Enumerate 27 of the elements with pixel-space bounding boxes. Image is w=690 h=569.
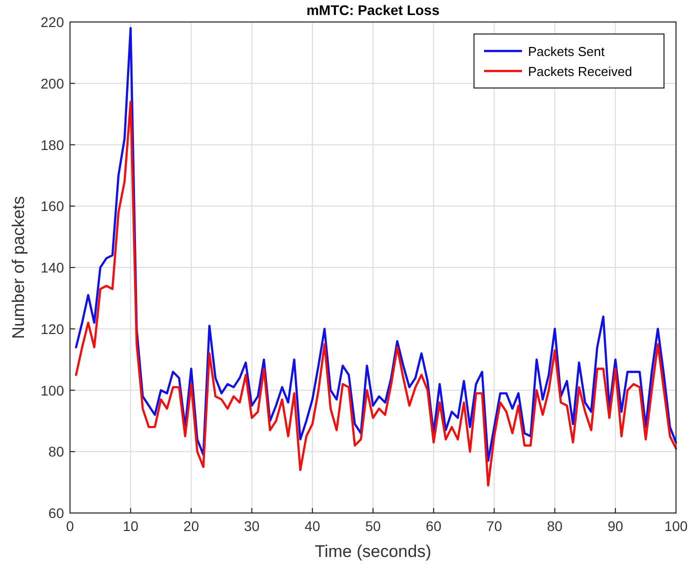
x-axis-title: Time (seconds): [314, 542, 432, 561]
x-tick-label: 20: [183, 518, 200, 534]
y-tick-label: 180: [40, 136, 64, 153]
y-tick-label: 140: [40, 260, 64, 276]
x-tick-label: 40: [304, 518, 320, 534]
y-tick-label: 200: [40, 75, 64, 92]
legend-label: Packets Sent: [528, 44, 605, 59]
x-tick-label: 60: [426, 518, 442, 534]
y-axis-title: Number of packets: [9, 196, 28, 339]
legend-label: Packets Received: [528, 64, 632, 79]
line-series: [74, 27, 678, 462]
y-tick-label: 160: [40, 198, 64, 214]
y-tick-label: 120: [40, 320, 64, 337]
y-tick-label: 100: [40, 382, 64, 398]
x-tick-label: 80: [547, 518, 563, 534]
y-tick-label: 80: [48, 444, 64, 460]
x-tick-label: 50: [365, 518, 381, 534]
x-tick-label: 70: [486, 518, 502, 534]
x-tick-label: 30: [244, 518, 260, 534]
y-tick-label: 220: [40, 14, 64, 30]
x-tick-label: 100: [664, 518, 688, 534]
x-tick-label: 0: [66, 518, 74, 534]
chart-title: mMTC: Packet Loss: [306, 2, 440, 18]
line-series: [74, 100, 678, 486]
y-tick-label: 60: [48, 505, 64, 521]
x-tick-label: 10: [122, 518, 139, 534]
x-tick-label: 90: [608, 518, 624, 534]
